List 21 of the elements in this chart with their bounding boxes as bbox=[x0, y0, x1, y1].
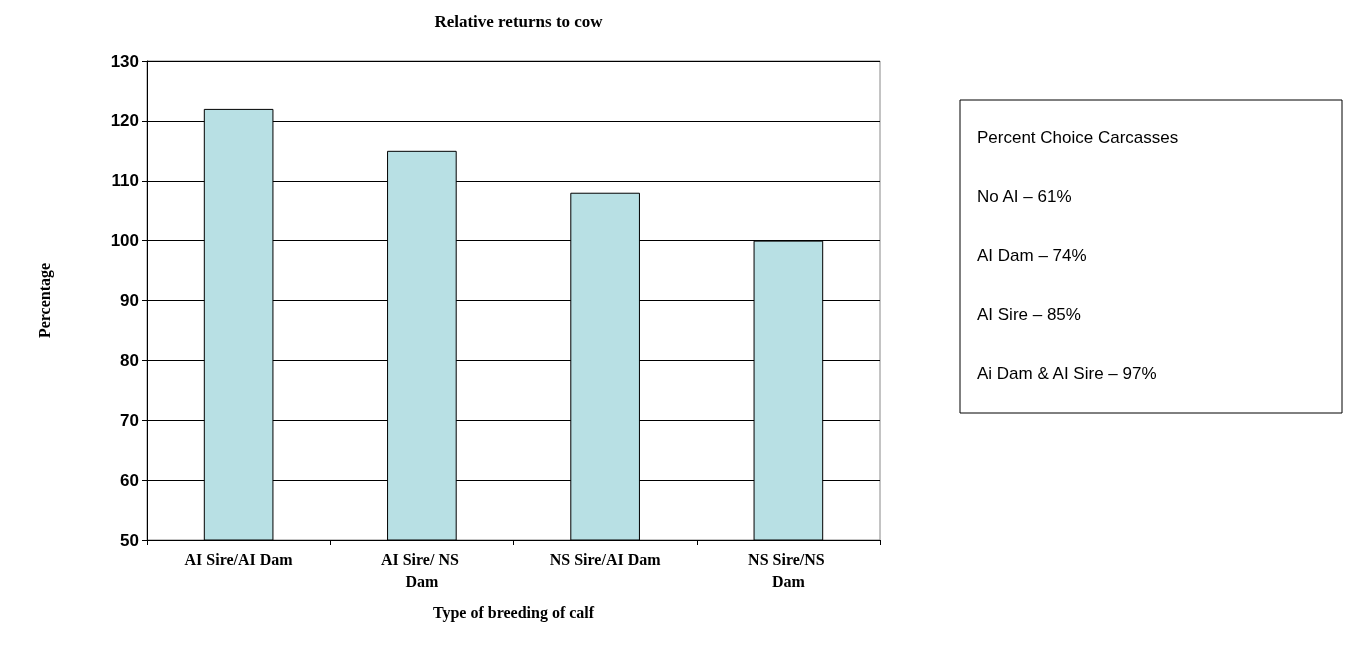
y-tick-label: 80 bbox=[120, 350, 139, 370]
y-tick-label: 100 bbox=[110, 231, 139, 251]
y-tick-label: 110 bbox=[111, 171, 139, 191]
x-tick-label: AI Sire/ NS Dam bbox=[380, 550, 463, 590]
text: AI Dam – 74% bbox=[977, 245, 1087, 265]
text: Percent Choice Carcasses bbox=[977, 127, 1179, 147]
y-tick-label: 60 bbox=[120, 470, 139, 490]
text: No AI – 61% bbox=[977, 186, 1072, 206]
chart-title: Relative returns to cow bbox=[434, 12, 604, 31]
y-tick-label: 70 bbox=[120, 410, 139, 430]
x-tick-label: NS Sire/AI Dam bbox=[549, 550, 662, 568]
y-tick-label: 90 bbox=[120, 291, 139, 310]
text: AI Sire – 85% bbox=[977, 304, 1081, 324]
text: Ai Dam & AI Sire – 97% bbox=[977, 363, 1157, 383]
x-tick-label: AI Sire/AI Dam bbox=[184, 550, 294, 568]
y-tick-label: 50 bbox=[120, 530, 139, 550]
x-axis-title: Type of breeding of calf bbox=[432, 603, 595, 622]
x-tick-label: NS Sire/NS Dam bbox=[748, 550, 829, 590]
y-axis-title: Percentage bbox=[35, 262, 54, 339]
y-tick-label: 130 bbox=[110, 51, 139, 71]
y-tick-label: 120 bbox=[110, 111, 139, 131]
